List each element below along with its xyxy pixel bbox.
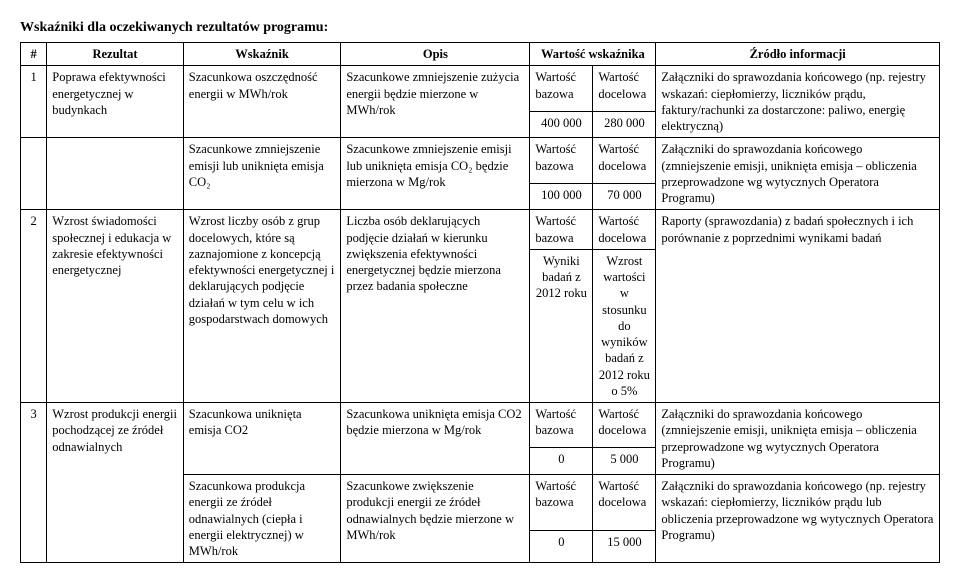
cell-indicator: Szacunkowe zmniejszenie emisji lub unikn… bbox=[183, 138, 341, 210]
cell-source: Załączniki do sprawozdania końcowego (np… bbox=[656, 475, 940, 563]
cell-source: Załączniki do sprawozdania końcowego (np… bbox=[656, 66, 940, 138]
col-num: # bbox=[21, 43, 47, 66]
cell-num: 2 bbox=[21, 210, 47, 403]
col-value: Wartość wskaźnika bbox=[530, 43, 656, 66]
table-row: 2 Wzrost świadomości społecznej i edukac… bbox=[21, 210, 940, 250]
cell-base-label: Wartość bazowa bbox=[530, 403, 593, 448]
cell-target-label: Wartość docelowa bbox=[593, 210, 656, 250]
cell-description: Szacunkowe zwiększenie produkcji energii… bbox=[341, 475, 530, 563]
cell-indicator: Szacunkowa produkcja energii ze źródeł o… bbox=[183, 475, 341, 563]
cell-base-value: 0 bbox=[530, 448, 593, 475]
col-result: Rezultat bbox=[47, 43, 184, 66]
col-indicator: Wskaźnik bbox=[183, 43, 341, 66]
cell-target-value: 5 000 bbox=[593, 448, 656, 475]
cell-target-value: 70 000 bbox=[593, 183, 656, 210]
table-row: Szacunkowe zmniejszenie emisji lub unikn… bbox=[21, 138, 940, 183]
table-row: 3 Wzrost produkcji energii pochodzącej z… bbox=[21, 403, 940, 448]
cell-target-label: Wartość docelowa bbox=[593, 403, 656, 448]
indicators-table: # Rezultat Wskaźnik Opis Wartość wskaźni… bbox=[20, 42, 940, 563]
cell-target-label: Wartość docelowa bbox=[593, 475, 656, 531]
cell-target-label: Wartość docelowa bbox=[593, 66, 656, 111]
col-description: Opis bbox=[341, 43, 530, 66]
cell-indicator: Szacunkowa uniknięta emisja CO2 bbox=[183, 403, 341, 475]
cell-source: Załączniki do sprawozdania końcowego (zm… bbox=[656, 138, 940, 210]
cell-result: Wzrost świadomości społecznej i edukacja… bbox=[47, 210, 184, 403]
cell-base-value: Wyniki badań z 2012 roku bbox=[530, 249, 593, 402]
cell-source: Załączniki do sprawozdania końcowego (zm… bbox=[656, 403, 940, 475]
cell-base-label: Wartość bazowa bbox=[530, 210, 593, 250]
cell-num-empty bbox=[21, 138, 47, 210]
cell-target-label: Wartość docelowa bbox=[593, 138, 656, 183]
cell-target-value: 15 000 bbox=[593, 530, 656, 563]
cell-base-value: 0 bbox=[530, 530, 593, 563]
page-title: Wskaźniki dla oczekiwanych rezultatów pr… bbox=[20, 20, 940, 36]
table-header-row: # Rezultat Wskaźnik Opis Wartość wskaźni… bbox=[21, 43, 940, 66]
cell-indicator: Wzrost liczby osób z grup docelowych, kt… bbox=[183, 210, 341, 403]
cell-base-value: 400 000 bbox=[530, 111, 593, 138]
cell-target-value: 280 000 bbox=[593, 111, 656, 138]
cell-description: Szacunkowe zmniejszenie zużycia energii … bbox=[341, 66, 530, 138]
col-source: Źródło informacji bbox=[656, 43, 940, 66]
cell-base-label: Wartość bazowa bbox=[530, 138, 593, 183]
cell-num: 3 bbox=[21, 403, 47, 563]
cell-base-value: 100 000 bbox=[530, 183, 593, 210]
cell-indicator: Szacunkowa oszczędność energii w MWh/rok bbox=[183, 66, 341, 138]
cell-result-empty bbox=[47, 138, 184, 210]
table-row: 1 Poprawa efektywności energetycznej w b… bbox=[21, 66, 940, 111]
cell-source: Raporty (sprawozdania) z badań społeczny… bbox=[656, 210, 940, 403]
cell-target-value: Wzrost wartości w stosunku do wyników ba… bbox=[593, 249, 656, 402]
cell-description: Liczba osób deklarujących podjęcie dział… bbox=[341, 210, 530, 403]
cell-base-label: Wartość bazowa bbox=[530, 475, 593, 531]
cell-description: Szacunkowe zmniejszenie emisji lub unikn… bbox=[341, 138, 530, 210]
cell-num: 1 bbox=[21, 66, 47, 138]
cell-result: Poprawa efektywności energetycznej w bud… bbox=[47, 66, 184, 138]
cell-description: Szacunkowa uniknięta emisja CO2 będzie m… bbox=[341, 403, 530, 475]
cell-result: Wzrost produkcji energii pochodzącej ze … bbox=[47, 403, 184, 563]
cell-base-label: Wartość bazowa bbox=[530, 66, 593, 111]
